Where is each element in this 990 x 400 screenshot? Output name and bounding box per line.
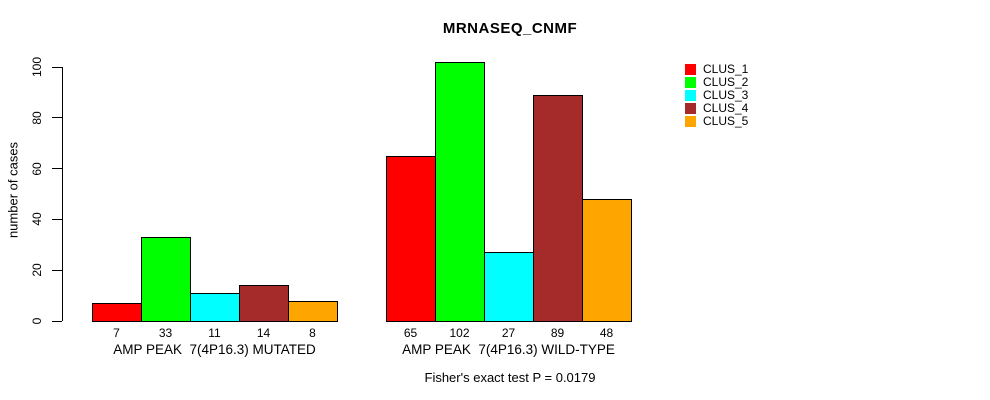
y-tick: [52, 320, 62, 322]
y-tick: [52, 269, 62, 271]
y-tick-label: 20: [30, 263, 44, 277]
legend-item: CLUS_2: [685, 76, 748, 89]
annotation-text: Fisher's exact test P = 0.0179: [424, 370, 596, 385]
legend: CLUS_1 CLUS_2 CLUS_3 CLUS_4 CLUS_5: [685, 63, 748, 128]
legend-swatch: [685, 77, 696, 88]
legend-item: CLUS_1: [685, 63, 748, 76]
legend-swatch: [685, 116, 696, 127]
legend-swatch: [685, 103, 696, 114]
y-tick-label: 40: [30, 212, 44, 227]
legend-label: CLUS_4: [703, 101, 749, 115]
y-tick-label: 0: [30, 317, 44, 325]
bar-value-label: 27: [501, 326, 516, 340]
bar: [190, 293, 240, 322]
y-tick: [52, 117, 62, 119]
bar: [435, 62, 485, 322]
y-tick: [52, 218, 62, 220]
chart-title: MRNASEQ_CNMF: [442, 20, 578, 37]
bar-value-label: 89: [550, 326, 565, 340]
legend-label: CLUS_5: [703, 114, 749, 128]
y-tick-label: 100: [30, 56, 44, 78]
legend-swatch: [685, 64, 696, 75]
legend-label: CLUS_1: [703, 62, 749, 76]
y-axis-line: [62, 67, 63, 321]
legend-swatch: [685, 90, 696, 101]
bar-value-label: 14: [256, 326, 271, 340]
bar-value-label: 33: [158, 326, 173, 340]
bar-value-label: 102: [449, 326, 470, 340]
bar: [386, 156, 436, 322]
bar-value-label: 11: [208, 326, 221, 340]
y-tick: [52, 66, 62, 68]
bar: [533, 95, 583, 322]
legend-item: CLUS_3: [685, 89, 748, 102]
y-tick-label: 60: [30, 161, 44, 176]
bar: [92, 303, 142, 322]
bar: [484, 252, 534, 322]
bar: [582, 199, 632, 322]
bar: [239, 285, 289, 322]
bar: [288, 301, 338, 322]
bar-value-label: 7: [113, 326, 120, 340]
bar-value-label: 48: [599, 326, 614, 340]
bar-value-label: 8: [309, 326, 316, 340]
legend-label: CLUS_2: [703, 75, 749, 89]
y-tick: [52, 168, 62, 170]
legend-item: CLUS_4: [685, 102, 748, 115]
bar: [141, 237, 191, 322]
group-label: AMP PEAK 7(4P16.3) WILD-TYPE: [402, 342, 615, 357]
bar-value-label: 65: [403, 326, 418, 340]
group-label: AMP PEAK 7(4P16.3) MUTATED: [113, 342, 316, 357]
legend-label: CLUS_3: [703, 88, 749, 102]
y-tick-label: 80: [30, 111, 44, 125]
legend-item: CLUS_5: [685, 115, 748, 128]
